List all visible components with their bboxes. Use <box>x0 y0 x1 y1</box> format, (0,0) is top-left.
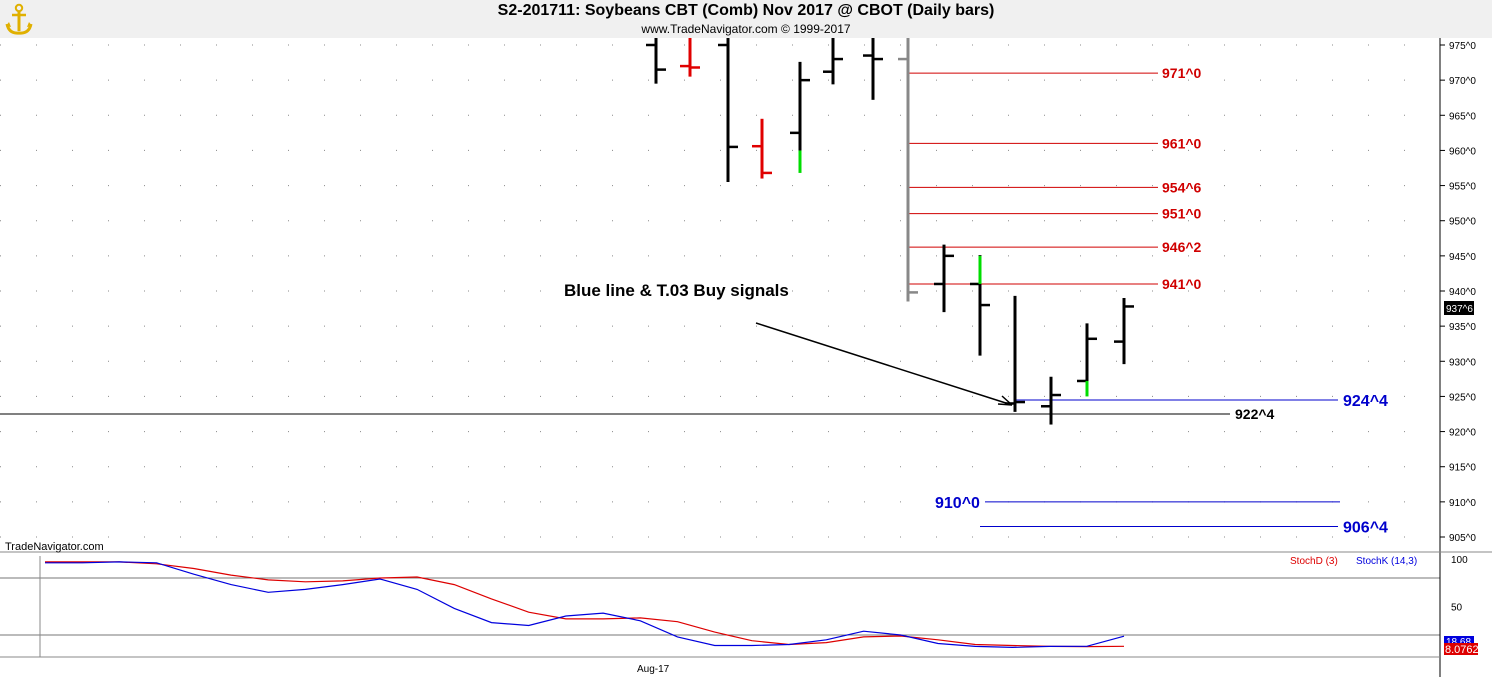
price-level: 961^0 <box>908 135 1202 151</box>
price-tick-label: 960^0 <box>1449 146 1476 157</box>
price-axis: 975^0 970^0 965^0 960^0 955^0 950^0 945^0 940^0… <box>1440 41 1476 544</box>
price-level: 946^2 <box>908 239 1202 255</box>
price-tick-label: 940^0 <box>1449 287 1476 298</box>
stoch-tick-label: 100 <box>1451 555 1468 566</box>
price-level-label: 946^2 <box>1162 239 1202 255</box>
ohlc-bar <box>898 38 918 302</box>
price-level-label: 910^0 <box>935 495 980 512</box>
price-level: 971^0 <box>908 65 1202 81</box>
price-tick-label: 975^0 <box>1449 41 1476 52</box>
arrow-head-icon <box>997 395 1013 406</box>
ohlc-bar <box>718 38 738 183</box>
price-grid <box>0 44 1440 538</box>
current-price-badge <box>1444 301 1474 315</box>
ohlc-bar <box>680 38 700 77</box>
stochk-value-label: 18.68 <box>1446 637 1471 648</box>
ohlc-bar <box>934 244 954 313</box>
price-level: 941^0 <box>908 276 1202 292</box>
chart-header: S2-201711: Soybeans CBT (Comb) Nov 2017 … <box>0 0 1492 38</box>
price-level-label: 971^0 <box>1162 65 1202 81</box>
price-level: 954^6 <box>908 179 1202 195</box>
stoch-grid <box>0 577 1440 636</box>
x-tick-label: Aug-17 <box>637 664 670 675</box>
ohlc-bar <box>1005 295 1025 412</box>
ohlc-bars <box>646 38 1134 425</box>
stochastic-lines <box>45 561 1125 649</box>
price-tick-label: 970^0 <box>1449 76 1476 87</box>
price-tick-label: 920^0 <box>1449 428 1476 439</box>
price-level: 951^0 <box>908 206 1202 222</box>
price-tick-label: 945^0 <box>1449 252 1476 263</box>
price-tick-label: 955^0 <box>1449 182 1476 193</box>
price-level: 922^4 <box>0 406 1275 422</box>
stochk-legend: StochK (14,3) <box>1356 556 1417 567</box>
stoch-series-line <box>45 561 1125 649</box>
price-level-label: 906^4 <box>1343 519 1388 536</box>
annotation-arrow <box>755 322 1013 406</box>
stochd-value-label: 8.0762 <box>1445 644 1479 656</box>
price-tick-label: 905^0 <box>1449 533 1476 544</box>
price-levels: 971^0 961^0 954^6 951^0 946^2 941^0 924^4 922^4… <box>0 65 1388 536</box>
stochk-value-badge <box>1444 636 1474 647</box>
ohlc-bar <box>752 118 772 179</box>
price-level-label: 961^0 <box>1162 135 1202 151</box>
anchor-logo-icon <box>5 3 33 35</box>
price-level-label: 922^4 <box>1235 406 1275 422</box>
chart-title: S2-201711: Soybeans CBT (Comb) Nov 2017 … <box>497 2 995 19</box>
price-level: 910^0 <box>935 495 1340 512</box>
stoch-tick-label: 50 <box>1451 603 1463 614</box>
price-level: 924^4 <box>1015 393 1388 410</box>
price-level-label: 954^6 <box>1162 179 1202 195</box>
price-tick-label: 915^0 <box>1449 463 1476 474</box>
stoch-axis: 100 50 <box>1451 555 1468 614</box>
price-tick-label: 935^0 <box>1449 322 1476 333</box>
ohlc-bar <box>1114 298 1134 365</box>
price-tick-label: 965^0 <box>1449 111 1476 122</box>
price-level: 906^4 <box>980 519 1388 536</box>
price-tick-label: 910^0 <box>1449 498 1476 509</box>
stoch-series-line <box>45 561 1125 648</box>
price-level-label: 924^4 <box>1343 393 1388 410</box>
price-tick-label: 930^0 <box>1449 357 1476 368</box>
stochd-legend: StochD (3) <box>1290 556 1338 567</box>
watermark-text: TradeNavigator.com <box>5 541 104 553</box>
price-tick-label: 950^0 <box>1449 217 1476 228</box>
ohlc-bar <box>646 38 666 84</box>
price-level-label: 941^0 <box>1162 276 1202 292</box>
current-price-label: 937^6 <box>1446 304 1473 315</box>
price-level-label: 951^0 <box>1162 206 1202 222</box>
chart-subtitle: www.TradeNavigator.com © 1999-2017 <box>641 22 851 36</box>
stochd-value-badge <box>1444 643 1478 655</box>
ohlc-bar <box>863 38 883 100</box>
price-tick-label: 925^0 <box>1449 392 1476 403</box>
annotation-text: Blue line & T.03 Buy signals <box>564 281 789 300</box>
ohlc-bar <box>1041 376 1061 425</box>
ohlc-bar <box>823 38 843 85</box>
